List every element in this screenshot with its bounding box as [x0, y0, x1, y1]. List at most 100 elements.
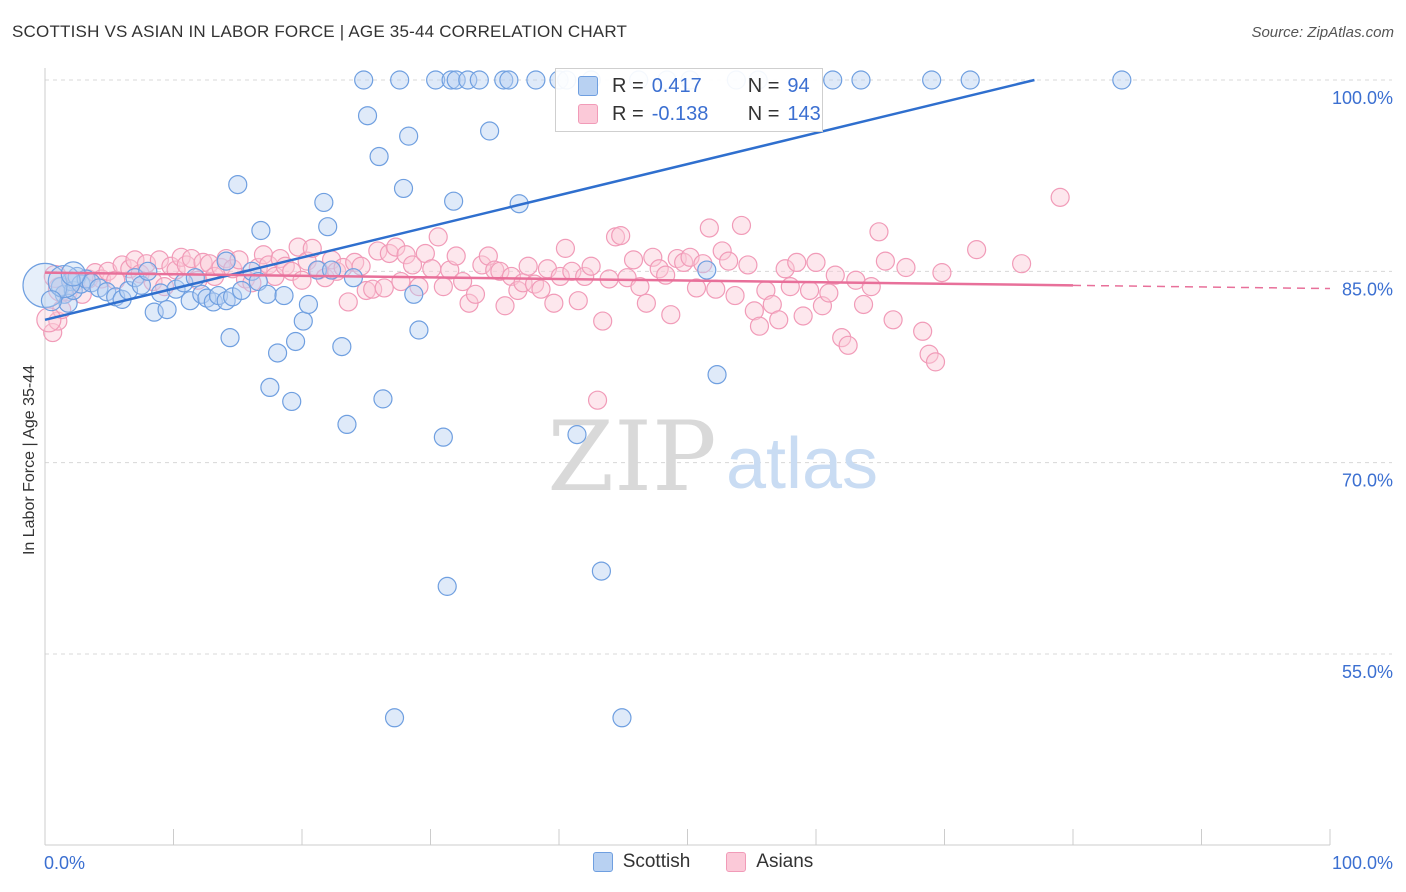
- watermark-zip: ZIP: [547, 401, 716, 513]
- tick-labels: 55.0% 70.0% 85.0% 100.0% 0.0% 100.0%: [44, 88, 1393, 873]
- asians-point-129: [825, 265, 845, 285]
- scottish-point-22: [180, 291, 200, 311]
- scottish-point-49: [332, 336, 352, 357]
- scottish-point-43: [293, 311, 313, 331]
- asians-point-92: [593, 311, 613, 331]
- asians-point-114: [731, 215, 752, 236]
- scottish-point-71: [494, 70, 514, 90]
- x-tick-label-0: 0.0%: [44, 853, 85, 873]
- asians-point-116: [744, 301, 764, 321]
- asians-swatch: [578, 104, 598, 124]
- scottish-point-66: [446, 70, 466, 90]
- asians-point-66: [433, 277, 453, 297]
- asians-point-110: [706, 279, 726, 299]
- scottish-point-31: [220, 328, 240, 348]
- asians-point-123: [787, 252, 807, 273]
- legend-scottish-swatch: [592, 852, 613, 872]
- scottish-point-39: [267, 343, 288, 363]
- asians-point-16: [143, 271, 163, 292]
- asians-point-99: [636, 293, 656, 313]
- asians-point-60: [396, 245, 416, 265]
- scottish-point-10: [97, 282, 117, 302]
- asians-point-90: [581, 256, 601, 276]
- asians-point-95: [611, 226, 631, 246]
- scottish-point-37: [257, 284, 277, 304]
- asians-r-value: -0.138: [651, 102, 709, 125]
- source-label: Source: ZipAtlas.com: [1251, 24, 1394, 41]
- correlation-legend: R = 0.417 N = 94 R = -0.138 N = 143: [555, 68, 823, 132]
- asians-point-80: [518, 256, 538, 276]
- asians-point-113: [725, 285, 745, 306]
- scottish-point-38: [260, 377, 280, 398]
- scottish-points: [22, 70, 1132, 728]
- asians-point-58: [386, 237, 406, 257]
- scottish-point-59: [399, 126, 419, 146]
- scottish-point-72: [499, 70, 519, 90]
- series-legend: Scottish Asians: [0, 851, 1406, 873]
- scottish-point-61: [409, 320, 429, 340]
- scottish-point-16: [138, 261, 158, 281]
- asians-point-82: [531, 279, 551, 299]
- legend-item-scottish: Scottish: [592, 851, 691, 873]
- asians-point-111: [712, 241, 732, 261]
- asians-point-56: [374, 278, 394, 298]
- scottish-point-85: [707, 365, 727, 385]
- asians-r-label: R =: [612, 102, 644, 125]
- y-tick-label-85: 85.0%: [1342, 279, 1393, 299]
- legend-scottish-label: Scottish: [622, 851, 691, 872]
- asians-point-71: [465, 284, 486, 304]
- scottish-point-36: [251, 220, 271, 241]
- scottish-point-33: [232, 280, 252, 301]
- asians-point-141: [925, 352, 946, 372]
- scottish-point-65: [437, 576, 457, 596]
- asians-trend-extension: [1072, 284, 1331, 290]
- trend-lines: [44, 78, 1331, 322]
- watermark-atlas: atlas: [726, 424, 878, 504]
- asians-point-107: [686, 278, 707, 298]
- asians-point-88: [568, 291, 588, 311]
- asians-point-98: [630, 277, 650, 297]
- asians-point-75: [490, 261, 510, 281]
- y-tick-label-100: 100.0%: [1332, 88, 1393, 108]
- scottish-point-15: [131, 275, 151, 295]
- asians-n-label: N =: [747, 102, 780, 125]
- scottish-n-value: 94: [787, 74, 810, 97]
- scottish-point-40: [274, 285, 294, 306]
- asians-point-143: [967, 240, 987, 260]
- asians-point-122: [780, 277, 800, 297]
- asians-point-42: [292, 270, 312, 290]
- scottish-point-54: [369, 146, 389, 167]
- scottish-point-56: [384, 708, 405, 728]
- asians-point-128: [819, 283, 839, 303]
- asians-point-121: [775, 259, 795, 279]
- scottish-point-50: [337, 414, 357, 434]
- scottish-point-55: [373, 389, 393, 409]
- legend-row-asians: R = -0.138 N = 143: [578, 99, 821, 129]
- asians-point-89: [575, 266, 595, 287]
- asians-n-value: 143: [787, 102, 821, 125]
- asians-point-117: [749, 316, 770, 336]
- asians-point-145: [1050, 187, 1070, 207]
- asians-point-136: [875, 251, 895, 271]
- scottish-point-62: [426, 70, 446, 90]
- x-tick-label-100: 100.0%: [1332, 853, 1393, 873]
- scottish-r-label: R =: [612, 74, 644, 97]
- scottish-point-32: [228, 174, 248, 195]
- scottish-point-90: [922, 70, 942, 90]
- scottish-point-92: [1112, 70, 1132, 90]
- asians-point-138: [896, 257, 916, 278]
- scottish-point-77: [567, 425, 587, 445]
- asians-point-61: [402, 255, 423, 275]
- scottish-swatch: [578, 76, 598, 96]
- asians-point-130: [832, 328, 852, 348]
- asians-point-50: [338, 292, 358, 312]
- scottish-point-19: [157, 300, 177, 320]
- asians-point-55: [368, 241, 388, 261]
- asians-point-133: [853, 294, 874, 315]
- asians-point-140: [919, 344, 939, 364]
- legend-item-asians: Asians: [726, 851, 813, 873]
- scottish-point-80: [612, 708, 632, 728]
- asians-point-112: [719, 251, 739, 271]
- asians-point-126: [806, 252, 826, 273]
